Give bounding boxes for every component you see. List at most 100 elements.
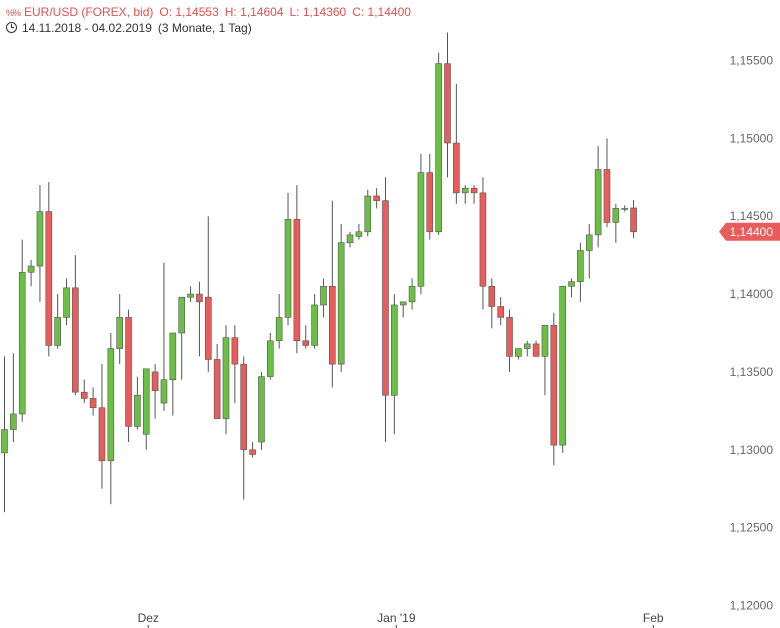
candle: [497, 297, 504, 326]
candle-body: [435, 63, 442, 233]
candle-body: [36, 211, 44, 267]
candle-body: [213, 359, 221, 419]
candle: [134, 376, 141, 430]
x-tick-label: Dez: [138, 611, 159, 625]
candle: [18, 239, 26, 422]
candle-body: [10, 413, 17, 430]
close-value: C: 1,14400: [352, 5, 411, 19]
candle: [506, 309, 513, 372]
candle: [568, 278, 575, 298]
candle-body: [320, 285, 327, 306]
y-tick-label: 1,14000: [730, 287, 774, 301]
candle-body: [329, 285, 336, 365]
candle: [178, 296, 185, 380]
candle-body: [444, 63, 451, 144]
candle: [284, 192, 292, 326]
candle-body: [80, 391, 88, 399]
candle-body: [399, 301, 407, 306]
candle: [426, 153, 434, 240]
candle-body: [142, 368, 150, 435]
period-line: 14.11.2018 - 04.02.2019 (3 Monate, 1 Tag): [6, 21, 252, 35]
candle-body: [258, 376, 265, 443]
candle: [355, 224, 363, 240]
candle: [399, 301, 407, 318]
candle: [98, 364, 106, 489]
candle-body: [355, 231, 363, 237]
candle: [63, 278, 70, 326]
candle: [249, 442, 256, 458]
candle-body: [594, 169, 602, 236]
candle-body: [364, 195, 372, 233]
candle: [329, 200, 336, 388]
candle: [541, 324, 549, 396]
interval-label: (3 Monate, 1 Tag): [157, 21, 252, 35]
y-tick-label: 1,12000: [730, 599, 774, 613]
candle-body: [426, 172, 434, 233]
candle-body: [515, 348, 522, 357]
candle: [36, 185, 44, 302]
candle: [515, 348, 522, 360]
y-tick-label: 1,12500: [730, 521, 774, 535]
candle-body: [373, 195, 380, 201]
candle-body: [151, 371, 159, 391]
candle: [444, 32, 451, 178]
candle: [364, 189, 372, 237]
candle-body: [470, 187, 478, 194]
candle-body: [266, 340, 274, 377]
y-tick-label: 1,13000: [730, 443, 774, 457]
candle-body: [506, 317, 513, 357]
candle: [107, 333, 115, 505]
candle-body: [204, 296, 212, 360]
candle-body: [196, 293, 203, 303]
y-axis: 1,15500 1,15000 1,14500 1,14000 1,13500 1,130…: [730, 54, 774, 613]
candle-body: [585, 234, 593, 251]
candle: [337, 224, 345, 372]
x-axis: Dez Jan '19 Feb: [138, 611, 664, 628]
candle: [461, 185, 469, 204]
chart-header: %% EUR/USD (FOREX, bid) O: 1,14553 H: 1,146…: [0, 0, 780, 40]
candle: [594, 146, 602, 248]
candle: [373, 188, 380, 209]
candle: [72, 255, 79, 396]
x-tick-label: Jan '19: [377, 611, 416, 625]
candle: [10, 353, 17, 442]
candle: [603, 138, 611, 228]
candle-body: [249, 449, 256, 455]
candle: [116, 294, 123, 365]
candle-body: [488, 285, 496, 307]
x-tick-label: Feb: [643, 611, 664, 625]
candle: [630, 200, 637, 239]
candle: [577, 242, 584, 302]
candle: [231, 325, 239, 404]
clock-icon: [6, 22, 17, 33]
candle: [311, 294, 318, 349]
candle-body: [240, 363, 248, 451]
candle: [27, 259, 35, 287]
candle: [488, 278, 496, 329]
candle: [417, 153, 425, 295]
candle-body: [72, 287, 79, 393]
candle: [391, 294, 398, 435]
candle: [125, 309, 132, 442]
high-value: H: 1,14604: [224, 5, 284, 19]
instrument-name: EUR/USD (FOREX, bid): [24, 5, 154, 19]
y-tick-label: 1,15000: [730, 131, 774, 145]
candle-body: [1, 429, 8, 454]
candle-body: [45, 211, 53, 346]
candles-layer: [1, 32, 637, 513]
candle-body: [479, 192, 487, 287]
candle-body: [541, 324, 549, 357]
candle-body: [408, 285, 416, 303]
candle: [222, 325, 230, 435]
candle-body: [523, 343, 531, 349]
candle-body: [116, 317, 123, 349]
brand-logo-icon: %%: [6, 8, 21, 18]
candle-body: [568, 281, 575, 287]
candle-body: [550, 324, 558, 446]
candle-body: [532, 343, 540, 357]
candle: [559, 285, 566, 453]
candle: [302, 325, 310, 349]
candle: [151, 364, 159, 419]
candle-body: [169, 332, 177, 381]
